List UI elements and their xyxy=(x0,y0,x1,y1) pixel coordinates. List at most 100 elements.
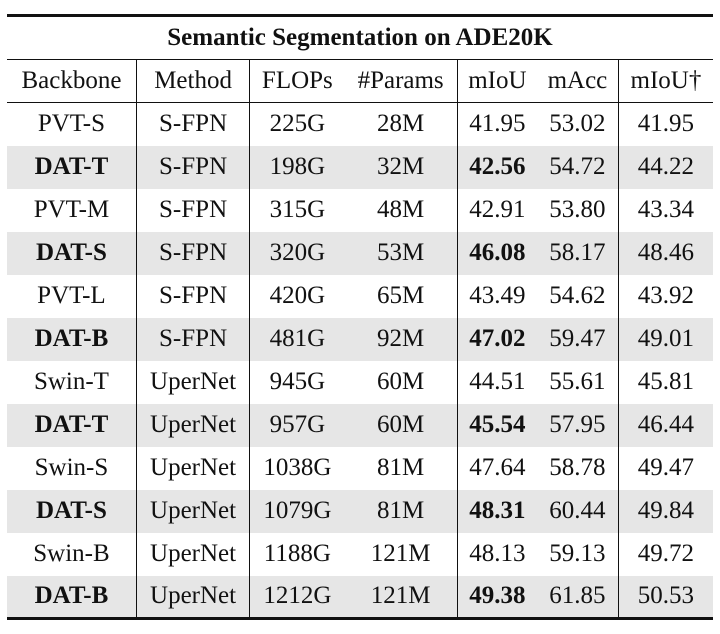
table-cell: S-FPN xyxy=(136,188,251,232)
table-row: DAT-B UperNet 1212G 121M 49.38 61.85 50.53 xyxy=(7,575,713,619)
table-cell: 957G xyxy=(269,411,326,438)
table-cell: 47.02 xyxy=(469,325,526,352)
table-cell: 121M xyxy=(344,532,458,576)
table-cell: UperNet xyxy=(136,403,251,447)
table-cell: 49.72 xyxy=(637,540,695,567)
table-cell: DAT-S xyxy=(7,231,137,275)
table-cell: 1188G xyxy=(263,540,331,567)
results-table: Semantic Segmentation on ADE20K Backbone… xyxy=(7,14,713,620)
table-cell: 53.02 xyxy=(537,102,619,146)
table-cell: 65M xyxy=(344,274,458,318)
table-row: PVT-L S-FPN 420G 65M 43.49 54.62 43.92 xyxy=(7,274,713,318)
table-cell: 1038G xyxy=(263,454,332,481)
table-cell: 42.56 xyxy=(469,153,526,180)
table-cell: S-FPN xyxy=(136,274,251,318)
table-cell: 54.72 xyxy=(537,145,619,189)
table-cell: 48M xyxy=(344,188,458,232)
table-cell: 45.81 xyxy=(637,368,695,395)
table-cell: S-FPN xyxy=(136,231,251,275)
table-row: PVT-S S-FPN 225G 28M 41.95 53.02 41.95 xyxy=(7,102,713,146)
table-cell: 43.34 xyxy=(637,196,695,223)
table-cell: Swin-S xyxy=(7,446,137,490)
table-cell: 481G xyxy=(269,325,326,352)
table-cell: 49.84 xyxy=(637,497,695,524)
table-cell: 60.44 xyxy=(537,489,619,533)
column-header: FLOPs xyxy=(249,59,345,103)
table-cell: 320G xyxy=(269,239,326,266)
table-cell: 58.78 xyxy=(537,446,619,490)
table-cell: 1079G xyxy=(263,497,332,524)
table-cell: 50.53 xyxy=(637,582,695,610)
table-cell: DAT-T xyxy=(7,403,137,447)
table-cell: 48.13 xyxy=(469,540,526,567)
table-row: DAT-S UperNet 1079G 81M 48.31 60.44 49.84 xyxy=(7,489,713,533)
table-cell: 53M xyxy=(344,231,458,275)
table-cell: 54.62 xyxy=(537,274,619,318)
column-header: mIoU xyxy=(457,59,537,103)
table-row: DAT-T S-FPN 198G 32M 42.56 54.72 44.22 xyxy=(7,145,713,189)
table-cell: 42.91 xyxy=(469,196,526,223)
table-row: DAT-S S-FPN 320G 53M 46.08 58.17 48.46 xyxy=(7,231,713,275)
table-cell: 57.95 xyxy=(537,403,619,447)
table-cell: 44.51 xyxy=(469,368,526,395)
table-cell: DAT-T xyxy=(7,145,137,189)
table-cell: Swin-B xyxy=(7,532,137,576)
table-cell: 225G xyxy=(269,110,326,138)
table-cell: DAT-B xyxy=(7,317,137,361)
table-cell: 49.38 xyxy=(469,582,526,610)
table-cell: 43.92 xyxy=(637,282,695,309)
table-row: DAT-T UperNet 957G 60M 45.54 57.95 46.44 xyxy=(7,403,713,447)
table-cell: 121M xyxy=(344,575,458,619)
table-cell: UperNet xyxy=(136,360,251,404)
table-cell: 60M xyxy=(344,360,458,404)
table-row: Swin-T UperNet 945G 60M 44.51 55.61 45.81 xyxy=(7,360,713,404)
table-cell: DAT-S xyxy=(7,489,137,533)
table-cell: 44.22 xyxy=(637,153,695,180)
column-header: mAcc xyxy=(537,59,619,103)
table-row: Swin-S UperNet 1038G 81M 47.64 58.78 49.47 xyxy=(7,446,713,490)
table-cell: 41.95 xyxy=(637,110,695,138)
table-cell: PVT-S xyxy=(7,102,137,146)
table-cell: UperNet xyxy=(136,489,251,533)
table-cell: 945G xyxy=(269,368,326,395)
table-cell: 49.47 xyxy=(637,454,695,481)
table-cell: 47.64 xyxy=(469,454,526,481)
table-cell: S-FPN xyxy=(136,145,251,189)
table-cell: PVT-M xyxy=(7,188,137,232)
table-cell: PVT-L xyxy=(7,274,137,318)
column-header: Backbone xyxy=(7,59,137,103)
table-cell: S-FPN xyxy=(136,102,251,146)
table-cell: 28M xyxy=(344,102,458,146)
table-cell: 61.85 xyxy=(537,575,619,619)
column-header: #Params xyxy=(344,59,458,103)
table-cell: 315G xyxy=(269,196,326,223)
table-cell: 198G xyxy=(269,153,326,180)
table-row: PVT-M S-FPN 315G 48M 42.91 53.80 43.34 xyxy=(7,188,713,232)
table-cell: 48.46 xyxy=(637,239,695,266)
table-cell: 45.54 xyxy=(469,411,526,438)
table-cell: 41.95 xyxy=(469,110,526,138)
table-cell: 60M xyxy=(344,403,458,447)
table-cell: UperNet xyxy=(136,575,251,619)
table-row: DAT-B S-FPN 481G 92M 47.02 59.47 49.01 xyxy=(7,317,713,361)
table-cell: UperNet xyxy=(136,532,251,576)
table-cell: 46.08 xyxy=(469,239,526,266)
table-cell: 1212G xyxy=(263,582,332,610)
table-cell: 420G xyxy=(269,282,326,309)
table-title: Semantic Segmentation on ADE20K xyxy=(7,15,713,60)
table-cell: 43.49 xyxy=(469,282,526,309)
table-cell: 59.47 xyxy=(537,317,619,361)
table-cell: DAT-B xyxy=(7,575,137,619)
table-cell: UperNet xyxy=(136,446,251,490)
column-header: mIoU† xyxy=(618,59,713,103)
table-cell: 46.44 xyxy=(637,411,695,438)
table-cell: 58.17 xyxy=(537,231,619,275)
table-cell: 92M xyxy=(344,317,458,361)
column-header: Method xyxy=(136,59,251,103)
table-cell: 81M xyxy=(344,489,458,533)
table-cell: 48.31 xyxy=(469,497,526,524)
table-cell: S-FPN xyxy=(136,317,251,361)
table-cell: Swin-T xyxy=(7,360,137,404)
table-cell: 53.80 xyxy=(537,188,619,232)
